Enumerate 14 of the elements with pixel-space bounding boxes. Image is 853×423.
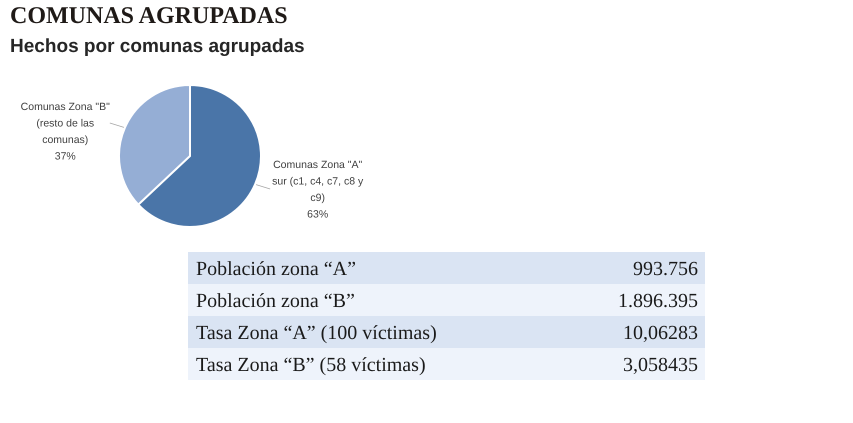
text: Población zona “A”: [196, 258, 356, 280]
data-label: 37%: [54, 150, 76, 162]
chart-subtitle: Hechos por comunas agrupadas: [10, 36, 305, 57]
text: 10,06283: [623, 322, 698, 344]
text: Población zona “B”: [196, 290, 355, 312]
data-label: 63%: [307, 208, 328, 220]
text: 3,058435: [623, 354, 698, 376]
text: Tasa Zona “B” (58 víctimas): [196, 354, 426, 376]
chart-title: COMUNAS AGRUPADAS: [10, 3, 288, 29]
slice-label: Comunas Zona "A" sur (c1, c4, c7, c8 y c9): [272, 158, 364, 204]
text: 993.756: [633, 258, 698, 280]
text: Tasa Zona “A” (100 víctimas): [196, 322, 437, 344]
slice-label: Comunas Zona "B" (resto de las comunas): [20, 100, 110, 146]
text: 1.896.395: [618, 290, 698, 312]
